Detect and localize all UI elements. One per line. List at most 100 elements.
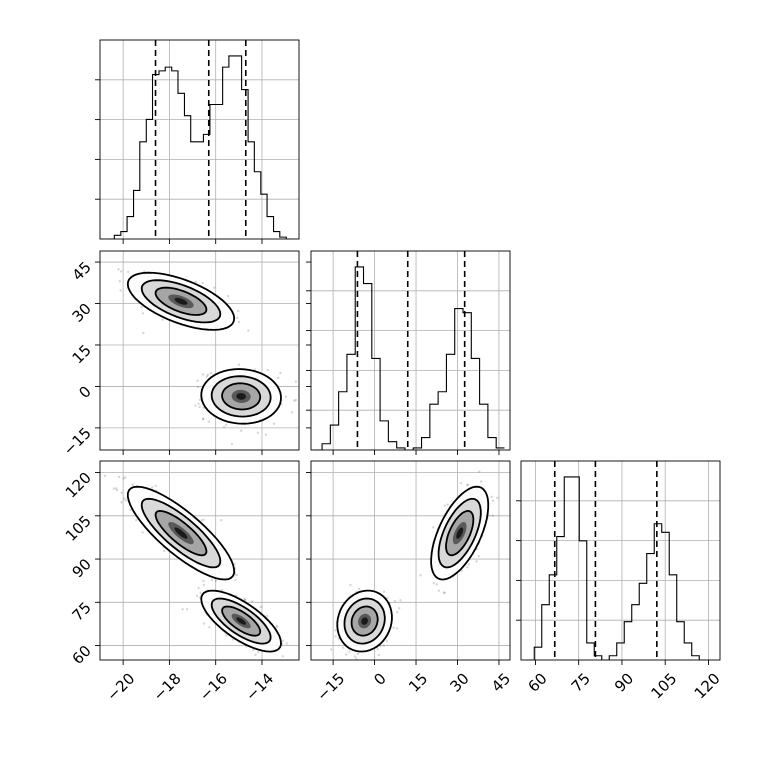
histogram-panel-2 <box>516 460 721 661</box>
sample-point <box>491 499 495 503</box>
sample-point <box>466 483 469 487</box>
sample-point <box>382 644 386 647</box>
sample-point <box>224 423 228 427</box>
sample-point <box>256 431 260 434</box>
tick-label-x: −20 <box>103 670 138 705</box>
sample-point <box>202 417 205 420</box>
sample-point <box>201 281 204 285</box>
sample-point <box>235 316 239 320</box>
density-contour <box>336 589 393 653</box>
panel-content <box>117 268 298 446</box>
sample-point <box>141 312 145 315</box>
panel-content <box>329 470 499 660</box>
sample-point <box>341 646 345 649</box>
tick-label-x: 105 <box>647 670 680 703</box>
sample-point <box>122 477 125 480</box>
sample-point <box>254 653 257 656</box>
sample-point <box>385 640 389 643</box>
tick-label-y: 30 <box>69 300 95 326</box>
sample-point <box>272 422 276 425</box>
sample-point <box>279 371 282 375</box>
sample-point <box>219 519 223 522</box>
density-contour <box>154 509 208 557</box>
tick-label-y: 60 <box>69 642 95 668</box>
sample-point <box>466 483 470 486</box>
sample-point <box>399 598 402 602</box>
tick-label-y: 45 <box>69 258 95 284</box>
density-fill-peak <box>236 393 246 400</box>
sample-point <box>185 607 189 611</box>
sample-point <box>294 380 298 383</box>
sample-point <box>194 404 197 407</box>
sample-point <box>355 657 358 660</box>
density-contour <box>210 597 272 645</box>
sample-point <box>344 653 348 656</box>
density-fill-peak <box>174 297 188 305</box>
sample-point <box>466 566 469 569</box>
density-contour <box>221 382 262 411</box>
sample-point <box>275 624 279 628</box>
sample-point <box>120 491 123 495</box>
sample-point <box>478 470 481 473</box>
sample-point <box>233 562 236 566</box>
sample-point <box>200 519 203 522</box>
sample-point <box>129 508 132 512</box>
tick-label-x: 75 <box>568 670 594 696</box>
sample-point <box>220 588 224 592</box>
sample-point <box>250 600 254 603</box>
sample-point <box>285 642 288 645</box>
sample-point <box>237 363 241 366</box>
sample-point <box>208 625 211 629</box>
sample-point <box>235 573 239 577</box>
sample-point <box>114 487 118 490</box>
sample-point <box>142 331 145 335</box>
sample-point <box>247 329 250 332</box>
sample-point <box>161 318 164 321</box>
sample-point <box>446 503 449 506</box>
density-contour <box>343 597 386 645</box>
sample-point <box>392 626 395 629</box>
tick-label-y: 120 <box>62 469 95 502</box>
sample-point <box>202 583 206 587</box>
sample-point <box>435 583 438 586</box>
sample-point <box>275 626 278 629</box>
sample-point <box>124 499 128 502</box>
sample-point <box>118 279 122 283</box>
tick-label-x: 30 <box>447 670 473 696</box>
density-fill-peak <box>456 527 464 539</box>
sample-point <box>230 442 234 446</box>
density-contour <box>437 497 482 569</box>
sample-point <box>195 594 199 598</box>
sample-point <box>243 597 246 600</box>
sample-point <box>120 501 123 504</box>
sample-point <box>205 375 209 378</box>
sample-point <box>377 653 381 657</box>
sample-point <box>201 417 205 421</box>
sample-point <box>398 607 401 610</box>
sample-point <box>198 398 202 402</box>
sample-point <box>460 569 463 573</box>
sample-point <box>202 406 205 410</box>
sample-point <box>393 599 397 603</box>
histogram-step <box>108 55 293 239</box>
sample-point <box>251 648 255 652</box>
density-contour <box>210 375 272 418</box>
sample-point <box>277 376 280 380</box>
tick-label-x: −16 <box>196 670 231 705</box>
sample-point <box>257 651 260 654</box>
sample-point <box>210 578 214 582</box>
histogram-step <box>313 266 505 450</box>
sample-point <box>334 635 337 638</box>
scatter-panel-2-0 <box>99 460 300 671</box>
sample-point <box>119 289 122 292</box>
panel-frame <box>520 460 721 661</box>
sample-point <box>225 634 228 637</box>
tick-label-y: −15 <box>60 424 95 459</box>
sample-point <box>234 578 237 582</box>
sample-point <box>278 669 280 671</box>
sample-point <box>284 395 288 398</box>
sample-point <box>237 320 241 324</box>
sample-point <box>197 586 200 590</box>
sample-point <box>213 286 216 289</box>
